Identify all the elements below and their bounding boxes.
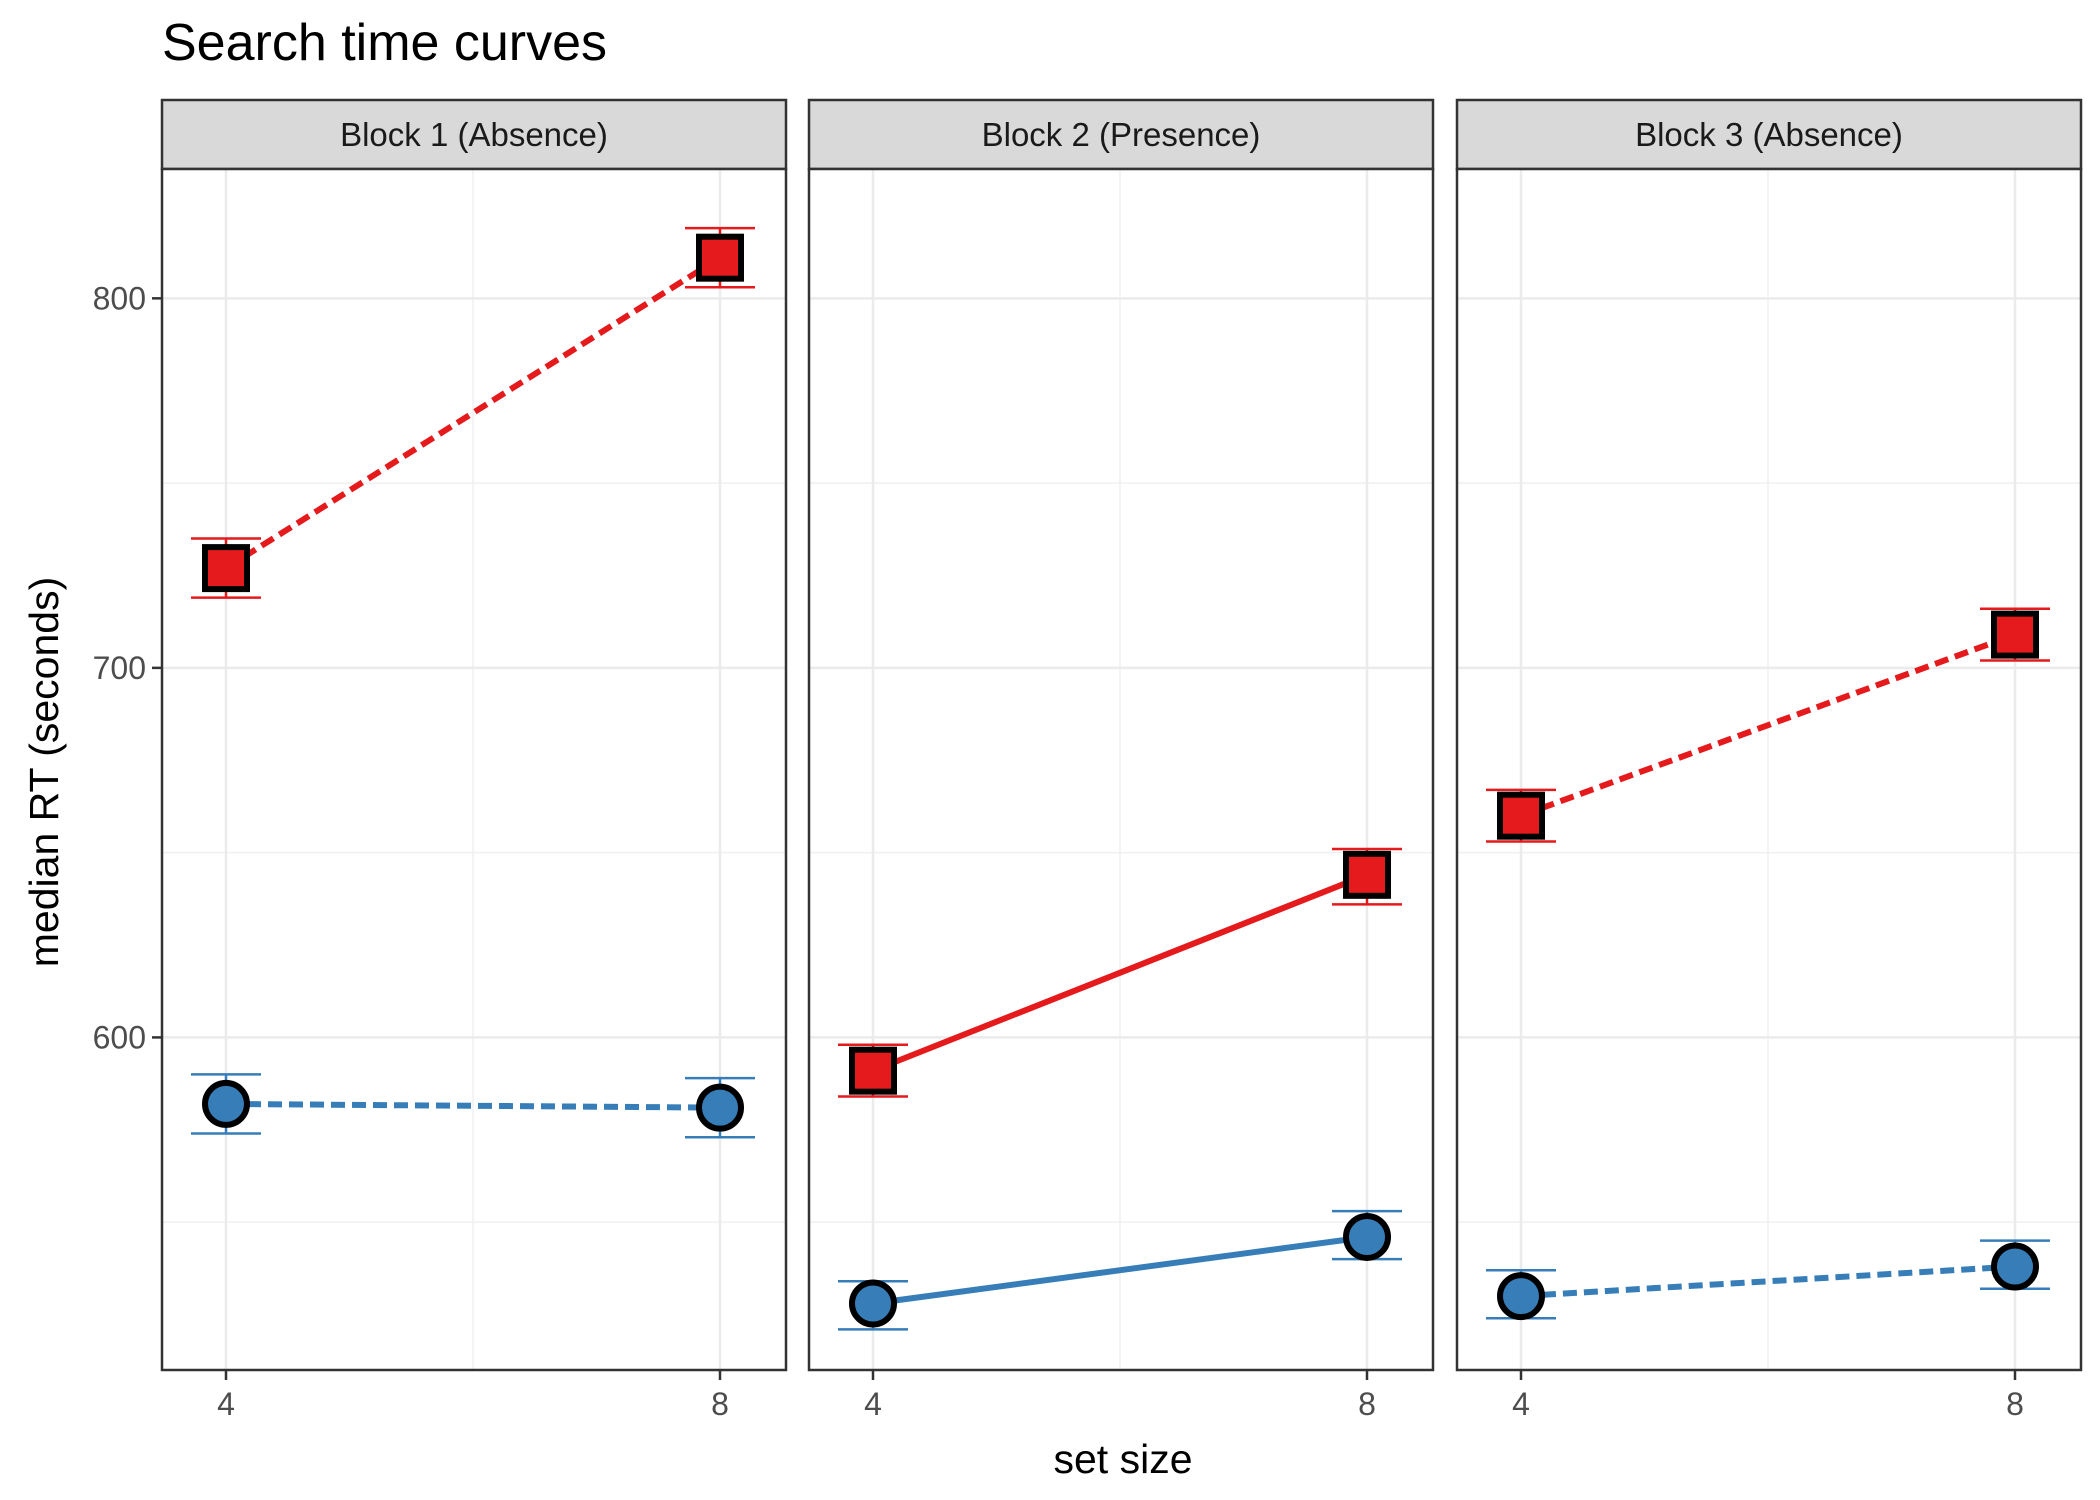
panel: Block 2 (Presence) 4 8 xyxy=(807,98,1435,1422)
x-tick-label: 8 xyxy=(1358,1386,1376,1422)
data-point xyxy=(849,1046,897,1095)
y-tick-label: 800 xyxy=(93,280,146,316)
x-axis-title: set size xyxy=(1054,1436,1193,1482)
panel-border xyxy=(807,167,1435,1372)
data-point xyxy=(849,1279,897,1328)
y-tick-label: 600 xyxy=(93,1019,146,1055)
x-tick-label: 8 xyxy=(2006,1386,2024,1422)
series-line xyxy=(1519,631,2017,819)
series xyxy=(1486,607,2050,843)
panel: Block 3 (Absence) 4 8 xyxy=(1455,98,2083,1422)
data-point xyxy=(1991,610,2039,659)
panel-background xyxy=(809,169,1433,1370)
facet-label: Block 2 (Presence) xyxy=(982,116,1261,153)
data-point xyxy=(202,544,250,593)
panel-background xyxy=(1457,169,2081,1370)
facet-label: Block 1 (Absence) xyxy=(340,116,608,153)
panel-border xyxy=(1455,167,2083,1372)
series-line xyxy=(871,872,1369,1074)
data-point xyxy=(1497,791,1545,840)
panel: Block 1 (Absence) 4 8 xyxy=(160,98,788,1422)
series-line xyxy=(224,255,722,571)
facet-strip xyxy=(160,98,788,171)
x-tick-label: 4 xyxy=(864,1386,882,1422)
data-point xyxy=(1497,1272,1545,1321)
series xyxy=(838,1209,1402,1331)
y-tick-label: 700 xyxy=(93,650,146,686)
series-line xyxy=(872,1233,1368,1307)
data-point xyxy=(1343,850,1391,899)
chart-title: Search time curves xyxy=(162,14,607,72)
y-axis-title: median RT (seconds) xyxy=(21,577,67,967)
data-point xyxy=(202,1079,250,1128)
data-point xyxy=(696,1083,744,1132)
x-tick-label: 4 xyxy=(217,1386,235,1422)
series-line xyxy=(1520,1263,2016,1300)
panel-border xyxy=(160,167,788,1372)
series xyxy=(191,1073,755,1139)
facet-strip xyxy=(807,98,1435,171)
panel-background xyxy=(162,169,786,1370)
data-point xyxy=(696,233,744,282)
x-tick-label: 8 xyxy=(711,1386,729,1422)
series xyxy=(191,226,755,599)
series xyxy=(1486,1239,2050,1321)
series-line xyxy=(225,1100,721,1111)
x-tick-label: 4 xyxy=(1512,1386,1530,1422)
facet-label: Block 3 (Absence) xyxy=(1635,116,1903,153)
data-point xyxy=(1991,1242,2039,1291)
series xyxy=(838,847,1402,1098)
facet-strip xyxy=(1455,98,2083,171)
data-point xyxy=(1343,1212,1391,1261)
